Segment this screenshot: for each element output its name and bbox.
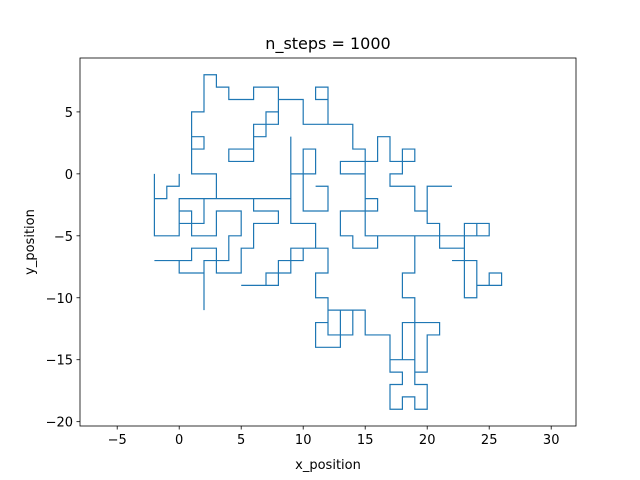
y-tick-label: 5 <box>65 106 73 121</box>
x-tick-label: 20 <box>419 433 436 448</box>
y-tick-label: −10 <box>46 292 73 307</box>
x-tick-label: 5 <box>237 433 245 448</box>
chart-title: n_steps = 1000 <box>265 34 390 54</box>
y-tick-label: −15 <box>46 354 73 369</box>
x-tick-label: 10 <box>295 433 312 448</box>
y-tick-label: 0 <box>65 168 73 183</box>
x-tick-label: 0 <box>175 433 183 448</box>
x-tick-label: 15 <box>357 433 374 448</box>
walk-line <box>153 74 503 410</box>
y-tick-label: −5 <box>54 230 73 245</box>
axes-frame <box>79 57 577 427</box>
x-axis-label: x_position <box>295 458 361 473</box>
x-tick-label: 30 <box>543 433 560 448</box>
x-tick-label: −5 <box>108 433 127 448</box>
y-tick-label: −20 <box>46 416 73 431</box>
y-axis-label: y_position <box>23 209 38 275</box>
x-tick-label: 25 <box>481 433 498 448</box>
